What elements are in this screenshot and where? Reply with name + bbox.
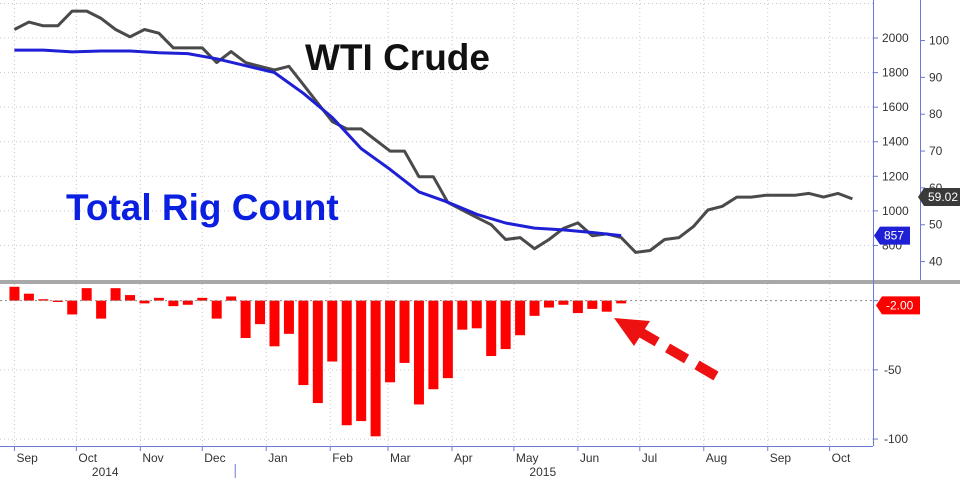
bar-2014-09-15 [38, 299, 49, 301]
series-line-wti-crude [13, 9, 853, 254]
x-tick-label-7: Apr [454, 451, 473, 465]
bar-2015-01-26 [312, 300, 323, 404]
right-axis-top: 8001000120014001600180020004050607080901… [873, 31, 960, 269]
bar-2015-05-25 [558, 300, 569, 305]
x-tick-label-3: Dec [204, 451, 225, 465]
last-value-bar-text: -2.00 [886, 298, 914, 312]
bar-2014-12-15 [226, 296, 237, 301]
last-value-bar: -2.00 [876, 296, 920, 315]
tick-label-rig-1000: 1000 [882, 204, 909, 218]
bar-2015-03-16 [413, 300, 424, 405]
last-value-rig: 857 [874, 226, 910, 245]
tick-label-bar--100: -100 [884, 432, 908, 446]
bar-2014-10-13 [96, 300, 107, 319]
bar-2015-02-09 [341, 300, 352, 426]
bar-2014-11-10 [153, 297, 164, 301]
x-year-label-2015: 2015 [529, 465, 556, 479]
last-value-bar-bg [876, 296, 920, 315]
bar-2015-06-15 [601, 300, 612, 312]
bar-2015-01-19 [298, 300, 309, 386]
arrow-shaft [637, 327, 719, 381]
bar-2014-12-22 [240, 300, 251, 338]
tick-label-wti-50: 50 [929, 218, 943, 232]
series-line-total-rig-count [14, 48, 622, 238]
bar-2014-09-01 [9, 286, 20, 301]
x-tick-label-13: Oct [832, 451, 851, 465]
bar-2014-10-06 [81, 288, 92, 301]
bar-2015-04-27 [500, 300, 511, 350]
x-tick-label-11: Aug [706, 451, 727, 465]
bar-series [9, 286, 627, 437]
x-year-label-2014: 2014 [92, 465, 119, 479]
arrow-head [614, 318, 650, 346]
annotation-wti-crude: WTI Crude [305, 37, 490, 78]
bar-2015-04-06 [457, 300, 468, 330]
bar-2014-11-03 [139, 300, 150, 304]
bar-2014-12-01 [197, 297, 208, 301]
bar-2014-10-20 [110, 288, 121, 301]
panel-divider [0, 280, 960, 284]
tick-label-wti-70: 70 [929, 144, 943, 158]
annotation-total-rig-count: Total Rig Count [66, 187, 339, 228]
last-value-wti-bg [918, 187, 960, 206]
bar-2014-09-08 [23, 293, 34, 301]
last-value-wti: 59.02 [918, 187, 960, 206]
x-tick-label-10: Jul [642, 451, 657, 465]
last-value-rig-bg [874, 226, 910, 245]
tick-label-rig-2000: 2000 [882, 31, 909, 45]
x-tick-label-8: May [516, 451, 539, 465]
bar-2015-04-13 [471, 300, 482, 329]
tick-label-rig-1200: 1200 [882, 169, 909, 183]
bar-2015-06-01 [572, 300, 583, 314]
x-axis: Sep Oct Nov Dec Jan Feb Mar Apr May Jun Jul Aug Sep O… [13, 446, 851, 479]
tick-label-rig-1800: 1800 [882, 66, 909, 80]
tick-label-wti-90: 90 [929, 70, 943, 84]
last-value-rig-text: 857 [884, 229, 904, 243]
x-tick-label-12: Sep [770, 451, 792, 465]
bar-2015-05-18 [543, 300, 554, 308]
bar-2014-11-17 [168, 300, 179, 307]
x-tick-label-4: Jan [268, 451, 287, 465]
x-tick-label-6: Mar [390, 451, 411, 465]
bar-2015-06-08 [587, 300, 598, 309]
x-tick-label-5: Feb [332, 451, 353, 465]
bar-2015-02-02 [327, 300, 338, 362]
bar-2015-02-23 [370, 300, 381, 437]
right-axis-bottom: -100 -50 -2.00 [873, 296, 920, 446]
bar-2015-01-05 [269, 300, 280, 347]
bar-2015-05-04 [515, 300, 526, 336]
x-tick-label-0: Sep [16, 451, 38, 465]
x-tick-label-2: Nov [142, 451, 163, 465]
bar-2015-06-22 [616, 300, 627, 304]
tick-label-bar--50: -50 [884, 363, 902, 377]
bar-2015-01-12 [283, 300, 294, 334]
bar-2015-05-11 [529, 300, 540, 316]
tick-label-rig-1400: 1400 [882, 135, 909, 149]
bar-2014-12-08 [211, 300, 222, 319]
bar-2014-12-29 [255, 300, 266, 325]
bar-2014-11-24 [182, 300, 193, 305]
tick-label-wti-80: 80 [929, 107, 943, 121]
bar-2015-03-30 [442, 300, 453, 379]
bar-2014-09-22 [52, 300, 63, 302]
bar-2015-03-23 [428, 300, 439, 390]
bar-2014-09-29 [67, 300, 78, 315]
bar-2015-03-02 [385, 300, 396, 383]
last-value-wti-text: 59.02 [928, 190, 958, 204]
bar-2015-03-09 [399, 300, 410, 363]
bar-2014-10-27 [125, 295, 136, 301]
axes [0, 0, 921, 447]
x-tick-label-9: Jun [580, 451, 599, 465]
bar-2015-02-16 [356, 300, 367, 422]
tick-label-wti-40: 40 [929, 255, 943, 269]
bar-2015-04-20 [486, 300, 497, 356]
x-tick-label-1: Oct [78, 451, 97, 465]
red-dashed-arrow [614, 318, 719, 381]
tick-label-rig-1600: 1600 [882, 100, 909, 114]
tick-label-wti-100: 100 [929, 34, 949, 48]
